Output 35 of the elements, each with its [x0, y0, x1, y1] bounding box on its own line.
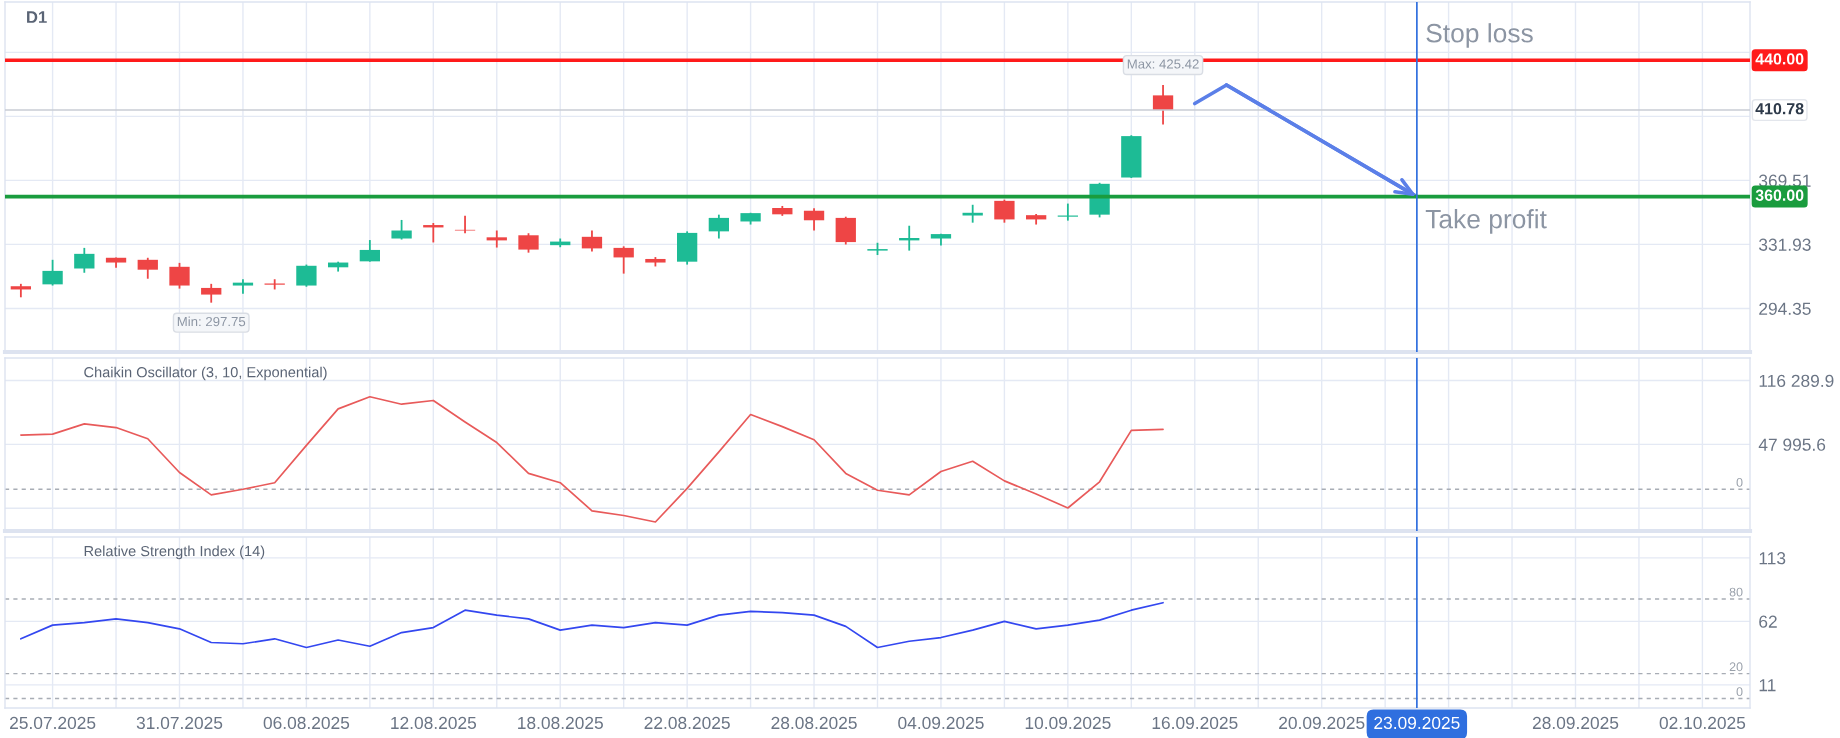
x-tick-label: 28.09.2025: [1532, 716, 1619, 730]
x-tick-label: 18.08.2025: [518, 716, 603, 730]
annotation: Take profit: [1425, 209, 1547, 234]
x-tick-label: 20.09.2025: [1279, 716, 1365, 730]
ref-line-label: 20: [1729, 662, 1743, 672]
x-tick-label: 25.07.2025: [10, 716, 96, 730]
ref-line-label: 360.00: [1755, 189, 1804, 201]
y-tick-label: 47 995.6: [1758, 438, 1826, 451]
x-tick-label: 02.10.2025: [1659, 716, 1746, 730]
x-tick-label: 04.09.2025: [898, 716, 984, 730]
chart-title: D1: [27, 11, 47, 23]
ref-line-label: 410.78: [1755, 103, 1804, 115]
x-tick-label: 22.08.2025: [644, 716, 730, 730]
x-tick-label: 31.07.2025: [136, 716, 223, 730]
y-tick-label: 62: [1759, 615, 1777, 628]
y-tick-label: 116 289.9: [1759, 374, 1834, 388]
ref-line-label: 80: [1729, 587, 1743, 597]
y-tick-label: 113: [1759, 552, 1786, 565]
ref-line-label: 0: [1736, 477, 1743, 487]
x-tick-label: 12.08.2025: [391, 716, 477, 730]
y-tick-label: 11: [1759, 679, 1776, 692]
y-tick-label: 331.93: [1759, 238, 1811, 251]
x-tick-label: 23.09.2025: [1374, 716, 1460, 730]
text: Relative Strength Index (14): [84, 545, 265, 560]
x-tick-label: 06.08.2025: [263, 716, 350, 730]
annotation: Min: 297.75: [177, 316, 246, 327]
ref-line-label: 440.00: [1755, 53, 1804, 65]
x-tick-label: 16.09.2025: [1152, 716, 1238, 730]
annotation: Stop loss: [1426, 23, 1533, 48]
text: Chaikin Oscillator (3, 10, Exponential): [84, 366, 327, 381]
x-tick-label: 28.08.2025: [771, 716, 857, 730]
y-tick-label: 294.35: [1759, 302, 1811, 315]
x-tick-label: 10.09.2025: [1025, 716, 1111, 730]
annotation: Max: 425.42: [1127, 59, 1199, 69]
ref-line-label: 0: [1736, 687, 1743, 697]
